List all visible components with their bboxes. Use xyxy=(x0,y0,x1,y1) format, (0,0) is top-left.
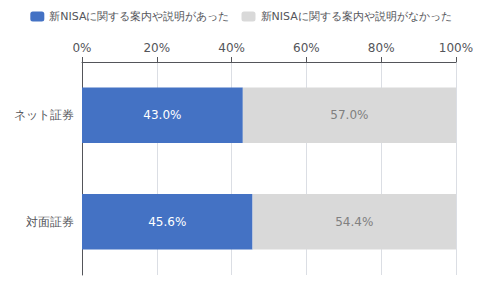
svg-text:40%: 40% xyxy=(218,41,245,55)
svg-text:57.0%: 57.0% xyxy=(330,108,368,122)
svg-text:新NISAに関する案内や説明があった: 新NISAに関する案内や説明があった xyxy=(49,10,229,23)
svg-text:45.6%: 45.6% xyxy=(148,215,186,229)
svg-text:0%: 0% xyxy=(72,41,91,55)
svg-text:対面証券: 対面証券 xyxy=(26,215,74,229)
svg-text:新NISAに関する案内や説明がなかった: 新NISAに関する案内や説明がなかった xyxy=(261,10,452,23)
svg-text:100%: 100% xyxy=(439,41,473,55)
svg-text:54.4%: 54.4% xyxy=(335,215,373,229)
svg-text:80%: 80% xyxy=(368,41,395,55)
svg-text:20%: 20% xyxy=(143,41,170,55)
svg-text:ネット証券: ネット証券 xyxy=(14,108,74,122)
svg-text:60%: 60% xyxy=(293,41,320,55)
svg-text:43.0%: 43.0% xyxy=(143,108,181,122)
